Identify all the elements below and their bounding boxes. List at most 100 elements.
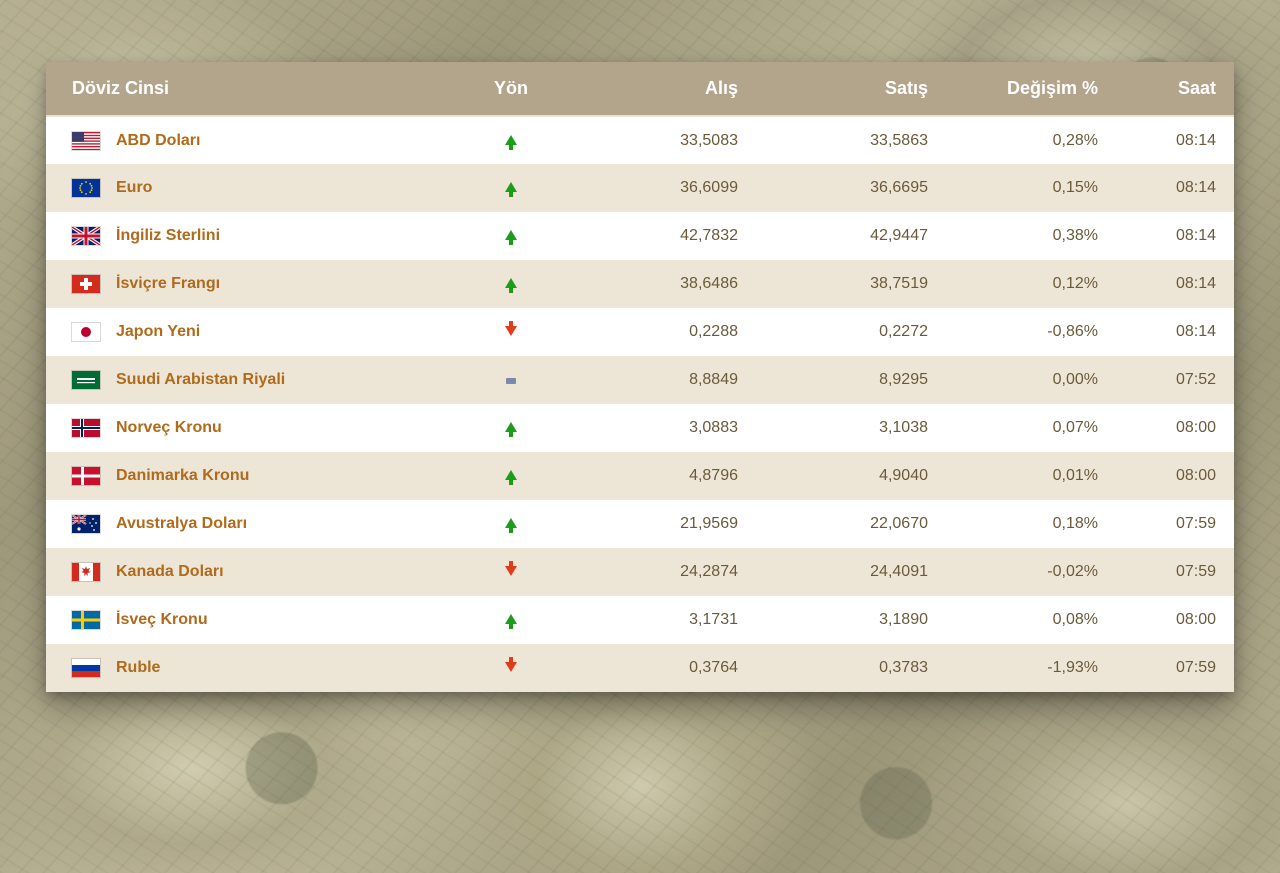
direction-cell [456,212,566,260]
currency-cell[interactable]: Danimarka Kronu [46,452,456,500]
arrow-up-icon [505,518,517,528]
col-header-sell[interactable]: Satış [756,62,946,116]
currency-name: Avustralya Doları [116,515,247,533]
col-header-name[interactable]: Döviz Cinsi [46,62,456,116]
arrow-up-icon [505,135,517,145]
table-row[interactable]: İsveç Kronu3,17313,18900,08%08:00 [46,596,1234,644]
eu-flag-icon [72,179,100,197]
arrow-up-icon [505,422,517,432]
currency-name: İsviçre Frangı [116,275,220,293]
sell-cell: 0,2272 [756,308,946,356]
change-cell: -0,02% [946,548,1116,596]
col-header-change[interactable]: Değişim % [946,62,1116,116]
currency-cell[interactable]: Suudi Arabistan Riyali [46,356,456,404]
currency-cell[interactable]: Avustralya Doları [46,500,456,548]
ch-flag-icon [72,275,100,293]
change-cell: 0,38% [946,212,1116,260]
time-cell: 07:59 [1116,548,1234,596]
table-row[interactable]: Euro36,609936,66950,15%08:14 [46,164,1234,212]
change-cell: 0,08% [946,596,1116,644]
sell-cell: 24,4091 [756,548,946,596]
exchange-rates-card: Döviz Cinsi Yön Alış Satış Değişim % Saa… [46,62,1234,692]
buy-cell: 36,6099 [566,164,756,212]
table-row[interactable]: Danimarka Kronu 4,87964,90400,01%08:00 [46,452,1234,500]
buy-cell: 4,8796 [566,452,756,500]
direction-cell [456,644,566,692]
currency-name: ABD Doları [116,132,200,150]
direction-cell [456,500,566,548]
arrow-down-icon [505,566,517,576]
buy-cell: 3,0883 [566,404,756,452]
currency-cell[interactable]: Japon Yeni [46,308,456,356]
time-cell: 08:14 [1116,212,1234,260]
jp-flag-icon [72,323,100,341]
change-cell: 0,01% [946,452,1116,500]
buy-cell: 0,3764 [566,644,756,692]
table-row[interactable]: Japon Yeni0,22880,2272-0,86%08:14 [46,308,1234,356]
table-row[interactable]: Suudi Arabistan Riyali 8,88498,92950,00%0… [46,356,1234,404]
change-cell: -1,93% [946,644,1116,692]
buy-cell: 21,9569 [566,500,756,548]
change-cell: 0,28% [946,116,1116,164]
table-row[interactable]: İngiliz Sterlini 42,783242,94470,38%08:14 [46,212,1234,260]
sell-cell: 3,1890 [756,596,946,644]
arrow-up-icon [505,230,517,240]
table-row[interactable]: Avustralya Doları21,956922,06700,18%07:5… [46,500,1234,548]
sa-flag-icon [72,371,100,389]
currency-cell[interactable]: ABD Doları [46,116,456,164]
se-flag-icon [72,611,100,629]
currency-name: Euro [116,179,152,197]
direction-cell [456,260,566,308]
table-row[interactable]: ABD Doları33,508333,58630,28%08:14 [46,116,1234,164]
currency-name: Norveç Kronu [116,419,222,437]
arrow-up-icon [505,278,517,288]
arrow-flat-icon [506,378,516,384]
currency-cell[interactable]: İngiliz Sterlini [46,212,456,260]
sell-cell: 8,9295 [756,356,946,404]
time-cell: 08:14 [1116,260,1234,308]
col-header-time[interactable]: Saat [1116,62,1234,116]
sell-cell: 4,9040 [756,452,946,500]
direction-cell [456,404,566,452]
exchange-rates-table: Döviz Cinsi Yön Alış Satış Değişim % Saa… [46,62,1234,692]
ru-flag-icon [72,659,100,677]
col-header-dir[interactable]: Yön [456,62,566,116]
sell-cell: 42,9447 [756,212,946,260]
time-cell: 08:14 [1116,116,1234,164]
change-cell: 0,12% [946,260,1116,308]
currency-cell[interactable]: Ruble [46,644,456,692]
buy-cell: 24,2874 [566,548,756,596]
currency-name: Suudi Arabistan Riyali [116,371,285,389]
table-header: Döviz Cinsi Yön Alış Satış Değişim % Saa… [46,62,1234,116]
arrow-up-icon [505,182,517,192]
table-row[interactable]: Norveç Kronu3,08833,10380,07%08:00 [46,404,1234,452]
table-row[interactable]: İsviçre Frangı38,648638,75190,12%08:14 [46,260,1234,308]
currency-cell[interactable]: İsviçre Frangı [46,260,456,308]
direction-cell [456,164,566,212]
currency-name: Danimarka Kronu [116,467,249,485]
table-body: ABD Doları33,508333,58630,28%08:14Euro36… [46,116,1234,692]
gb-flag-icon [72,227,100,245]
currency-cell[interactable]: Kanada Doları [46,548,456,596]
buy-cell: 33,5083 [566,116,756,164]
direction-cell [456,308,566,356]
sell-cell: 38,7519 [756,260,946,308]
direction-cell [456,596,566,644]
change-cell: 0,00% [946,356,1116,404]
table-row[interactable]: Ruble0,37640,3783-1,93%07:59 [46,644,1234,692]
time-cell: 08:00 [1116,452,1234,500]
direction-cell [456,116,566,164]
currency-cell[interactable]: Euro [46,164,456,212]
arrow-down-icon [505,662,517,672]
arrow-up-icon [505,470,517,480]
currency-name: İngiliz Sterlini [116,227,220,245]
currency-cell[interactable]: İsveç Kronu [46,596,456,644]
buy-cell: 8,8849 [566,356,756,404]
direction-cell [456,548,566,596]
currency-cell[interactable]: Norveç Kronu [46,404,456,452]
buy-cell: 42,7832 [566,212,756,260]
currency-name: Kanada Doları [116,563,224,581]
time-cell: 07:52 [1116,356,1234,404]
col-header-buy[interactable]: Alış [566,62,756,116]
table-row[interactable]: Kanada Doları 24,287424,4091-0,02%07:59 [46,548,1234,596]
